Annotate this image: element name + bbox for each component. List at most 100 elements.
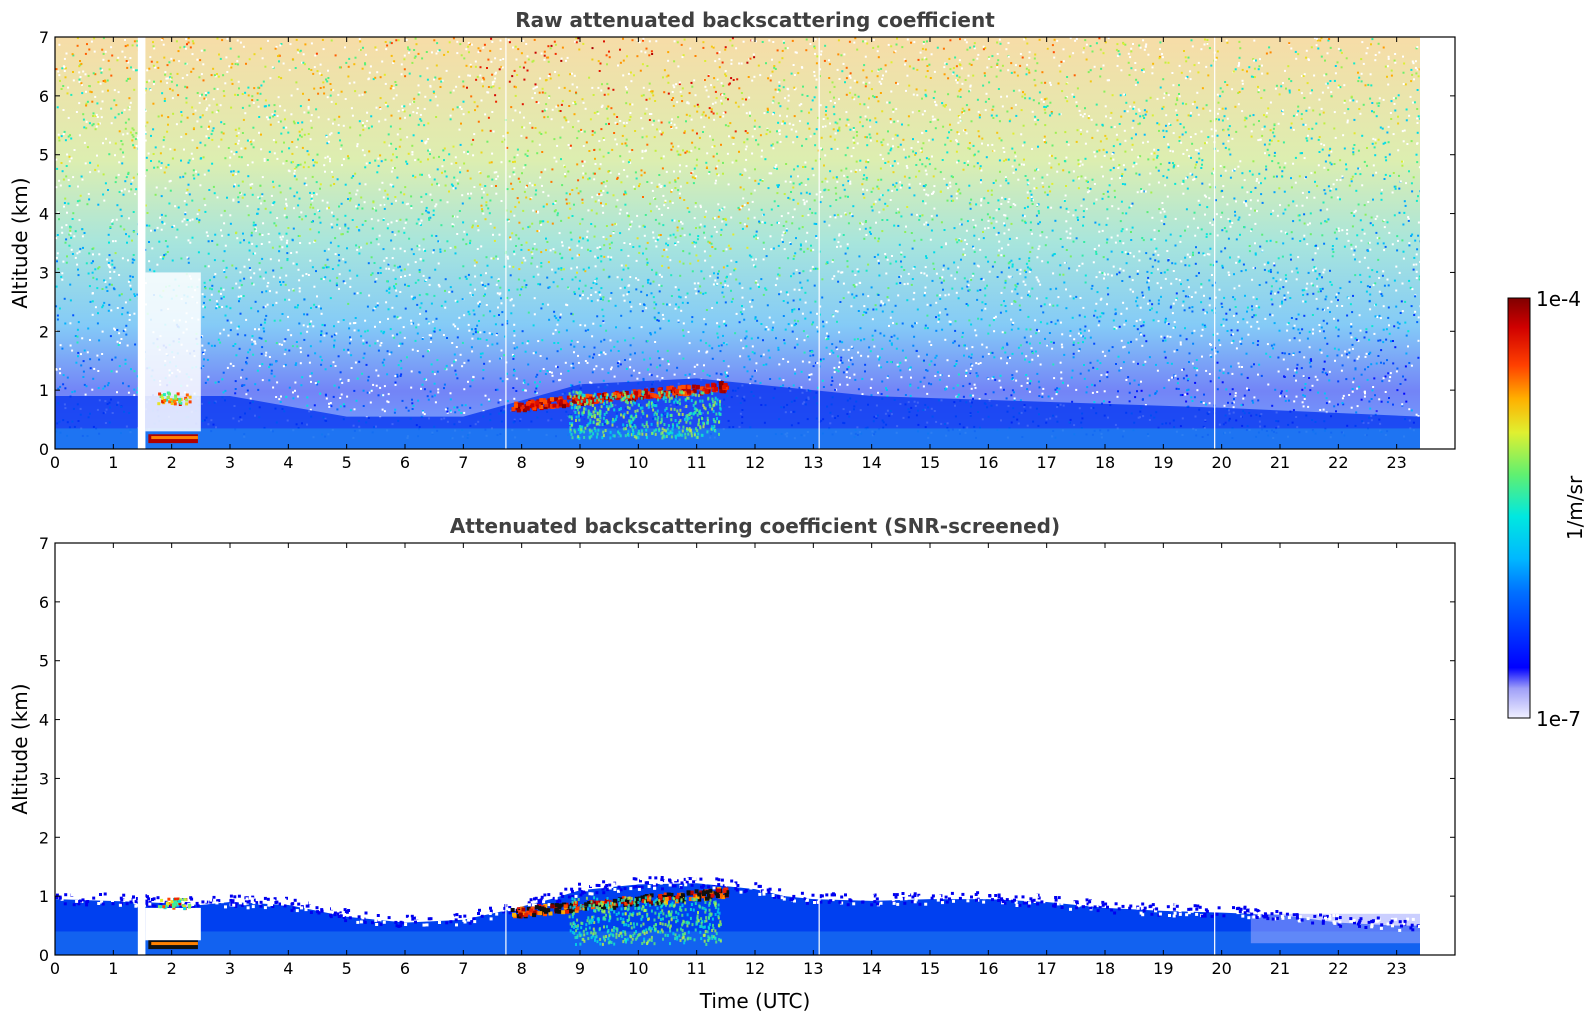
heatmap-cell (734, 101, 737, 104)
heatmap-cell (94, 95, 97, 98)
heatmap-cell (64, 139, 67, 142)
heatmap-cell (110, 309, 113, 312)
heatmap-cell (247, 351, 250, 354)
heatmap-cell (1013, 391, 1015, 394)
heatmap-cell (673, 170, 675, 173)
heatmap-cell (541, 339, 544, 342)
heatmap-cell (659, 234, 662, 236)
heatmap-cell (1383, 226, 1386, 229)
heatmap-cell (946, 151, 949, 154)
heatmap-cell (909, 366, 912, 369)
heatmap-cell (1415, 47, 1418, 50)
heatmap-cell (299, 351, 302, 354)
heatmap-cell (1153, 238, 1156, 240)
heatmap-cell (1057, 82, 1060, 85)
heatmap-cell (928, 382, 930, 385)
heatmap-cell (1164, 321, 1167, 324)
heatmap-cell (1371, 389, 1374, 392)
heatmap-cell (1037, 210, 1040, 213)
heatmap-cell (881, 310, 884, 313)
heatmap-cell (820, 147, 822, 150)
heatmap-cell (721, 102, 723, 105)
heatmap-cell (407, 51, 410, 54)
heatmap-cell (1171, 72, 1174, 74)
heatmap-cell (308, 68, 310, 70)
heatmap-cell (429, 334, 432, 337)
heatmap-cell (246, 164, 249, 167)
heatmap-cell (1357, 339, 1360, 342)
heatmap-cell (670, 99, 673, 101)
heatmap-cell (656, 319, 659, 322)
heatmap-cell (821, 296, 824, 299)
heatmap-cell (1000, 254, 1003, 257)
heatmap-cell (1353, 211, 1356, 214)
heatmap-cell (250, 234, 253, 237)
heatmap-cell (582, 145, 585, 147)
heatmap-cell (1359, 273, 1362, 276)
heatmap-cell (788, 122, 791, 125)
heatmap-cell (1037, 203, 1040, 206)
heatmap-cell (976, 375, 979, 378)
heatmap-cell (171, 97, 174, 100)
heatmap-cell (1139, 46, 1142, 49)
heatmap-cell (1339, 198, 1341, 201)
heatmap-cell (682, 329, 684, 332)
heatmap-cell (1184, 229, 1186, 232)
heatmap-cell (1129, 288, 1132, 291)
heatmap-cell (467, 359, 470, 362)
heatmap-cell (696, 158, 698, 161)
heatmap-cell (1388, 324, 1390, 327)
heatmap-cell (1089, 361, 1092, 364)
heatmap-cell (670, 295, 673, 297)
heatmap-cell (1083, 315, 1086, 318)
heatmap-cell (793, 255, 796, 258)
heatmap-cell (949, 140, 952, 143)
heatmap-cell (625, 264, 628, 267)
heatmap-cell (1200, 301, 1203, 304)
heatmap-cell (1109, 169, 1112, 172)
heatmap-cell (261, 57, 264, 60)
heatmap-cell (1208, 197, 1211, 200)
heatmap-cell (124, 45, 127, 48)
heatmap-cell (108, 68, 111, 71)
heatmap-cell (358, 252, 361, 255)
heatmap-cell (858, 281, 861, 284)
heatmap-cell (335, 332, 338, 335)
heatmap-cell (1222, 372, 1225, 375)
heatmap-cell (623, 193, 626, 196)
heatmap-cell (187, 183, 190, 186)
heatmap-cell (613, 375, 616, 378)
heatmap-cell (1043, 105, 1046, 108)
heatmap-cell (397, 317, 400, 320)
heatmap-cell (1142, 324, 1145, 327)
heatmap-cell (432, 214, 435, 216)
heatmap-cell (1084, 176, 1087, 179)
heatmap-cell (390, 351, 393, 354)
heatmap-cell (1324, 337, 1327, 340)
heatmap-cell (519, 180, 521, 183)
heatmap-cell (239, 271, 242, 274)
heatmap-cell (55, 68, 58, 71)
heatmap-cell (1005, 48, 1008, 51)
heatmap-cell (777, 184, 780, 187)
heatmap-cell (478, 303, 481, 306)
heatmap-cell (401, 105, 403, 108)
heatmap-cell (464, 404, 467, 407)
heatmap-cell (651, 268, 653, 271)
heatmap-cell (791, 222, 794, 225)
heatmap-cell (1195, 359, 1198, 361)
heatmap-cell (330, 100, 333, 103)
heatmap-cell (571, 215, 574, 217)
heatmap-cell (1072, 214, 1075, 217)
heatmap-cell (1214, 296, 1217, 299)
heatmap-cell (405, 160, 408, 163)
heatmap-cell (1373, 377, 1376, 380)
heatmap-cell (1356, 405, 1359, 408)
heatmap-cell (101, 330, 104, 333)
heatmap-cell (1181, 102, 1184, 105)
heatmap-cell (1052, 253, 1055, 256)
heatmap-cell (979, 181, 982, 184)
heatmap-cell (260, 202, 263, 205)
heatmap-cell (116, 59, 119, 62)
heatmap-cell (410, 370, 413, 373)
